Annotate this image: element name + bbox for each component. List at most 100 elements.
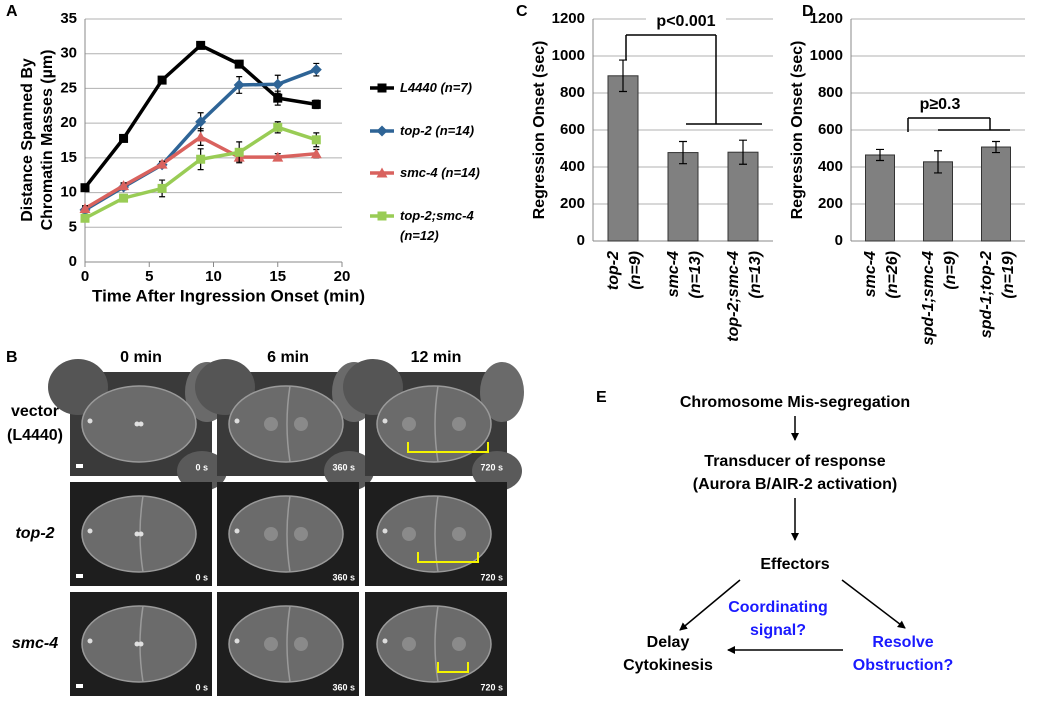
neighbor-cell: [177, 451, 227, 491]
data-point: [80, 183, 90, 193]
y-axis-label: Regression Onset (sec): [789, 41, 806, 220]
column-header: 12 min: [411, 349, 462, 366]
data-point: [119, 133, 129, 143]
furrow: [434, 385, 439, 463]
data-point: [233, 79, 245, 91]
error-bar: [679, 140, 687, 165]
x-tick-count: (n=13): [687, 251, 704, 299]
chromatin: [264, 527, 278, 541]
data-point: [196, 40, 206, 50]
data-point: [273, 93, 283, 103]
legend-swatch: [370, 167, 394, 178]
timestamp: 360 s: [332, 572, 355, 582]
row-label: vector: [11, 403, 59, 420]
row-label: smc-4: [12, 635, 58, 652]
y-tick-label: 800: [560, 84, 585, 101]
micrograph: 360 s: [195, 359, 376, 491]
data-point: [310, 64, 322, 76]
data-point: [196, 154, 206, 164]
data-point: [156, 158, 168, 169]
spot: [234, 528, 240, 534]
timestamp: 0 s: [195, 572, 208, 582]
micrograph: 0 s: [70, 592, 212, 696]
diagram-node: Effectors: [760, 556, 829, 573]
y-tick-label: 10: [60, 184, 77, 201]
data-point: [273, 122, 283, 132]
error-bar: [619, 59, 627, 93]
x-tick-label: smc-4: [862, 251, 879, 297]
x-tick-count: (n=19): [1000, 251, 1017, 299]
scale-bar: [76, 574, 83, 578]
diagram-node: Coordinating: [728, 599, 828, 616]
diagram-node: Delay: [647, 634, 690, 651]
legend-marker: [376, 167, 388, 178]
data-point: [234, 147, 244, 157]
diagram-node: Resolve: [872, 634, 933, 651]
chromatin: [402, 417, 416, 431]
bar: [607, 75, 639, 242]
x-tick-count: (n=13): [747, 251, 764, 299]
x-tick-count: (n=9): [627, 251, 644, 290]
chromatin: [138, 531, 144, 537]
scale-bar: [76, 684, 83, 688]
y-tick-label: 600: [560, 121, 585, 138]
spot: [234, 418, 240, 424]
row-label: (L4440): [7, 427, 63, 444]
y-tick-label: 35: [60, 10, 77, 27]
y-axis-label: Distance Spanned By: [19, 58, 36, 222]
y-tick-label: 25: [60, 79, 77, 96]
micrograph: 360 s: [217, 482, 359, 586]
x-tick-label: 5: [145, 268, 153, 285]
legend-marker: [377, 211, 387, 221]
embryo: [376, 605, 492, 683]
legend-swatch: [370, 83, 394, 93]
x-tick-label: smc-4: [665, 251, 682, 297]
y-tick-label: 30: [60, 45, 77, 62]
chromatin: [294, 527, 308, 541]
y-tick-label: 600: [818, 121, 843, 138]
scale-bar: [76, 464, 83, 468]
micrograph: 720 s: [365, 482, 507, 586]
y-tick-label: 0: [69, 253, 77, 270]
legend-swatch: [370, 125, 394, 137]
x-tick-count: (n=26): [884, 251, 901, 299]
bar: [667, 152, 699, 242]
data-point: [311, 135, 321, 145]
chromatin: [138, 641, 144, 647]
error-bar: [876, 148, 884, 162]
panel-label: E: [596, 389, 607, 406]
furrow: [434, 495, 439, 573]
micrograph: 720 s: [343, 359, 524, 491]
y-tick-label: 0: [577, 232, 585, 249]
legend-label: top-2 (n=14): [400, 123, 475, 138]
data-point: [79, 203, 91, 214]
x-tick-label: spd-1;smc-4: [920, 251, 937, 345]
x-tick-label: 15: [269, 268, 286, 285]
neighbor-cell: [472, 451, 522, 491]
spot: [87, 638, 93, 644]
x-tick-label: top-2: [605, 251, 622, 290]
legend-entry: smc-4 (n=14): [370, 163, 520, 183]
chromatin: [134, 421, 140, 427]
yellow-bracket: [437, 662, 469, 673]
y-tick-label: 200: [560, 195, 585, 212]
panel-label: D: [802, 3, 814, 20]
x-tick-count: (n=9): [942, 251, 959, 290]
bar: [727, 151, 759, 242]
data-point: [195, 116, 207, 128]
timestamp: 360 s: [332, 682, 355, 692]
annotation-bg: [646, 12, 726, 32]
x-axis-label: Time After Ingression Onset (min): [92, 286, 365, 305]
bar: [923, 161, 953, 242]
annotation: p<0.001: [656, 13, 715, 30]
column-header: 6 min: [267, 349, 309, 366]
y-tick-label: 200: [818, 195, 843, 212]
arrow: [679, 579, 741, 631]
annotation: p≥0.3: [920, 96, 961, 113]
chromatin: [264, 417, 278, 431]
timestamp: 720 s: [480, 572, 503, 582]
data-point: [310, 148, 322, 159]
micrograph: 0 s: [70, 482, 212, 586]
